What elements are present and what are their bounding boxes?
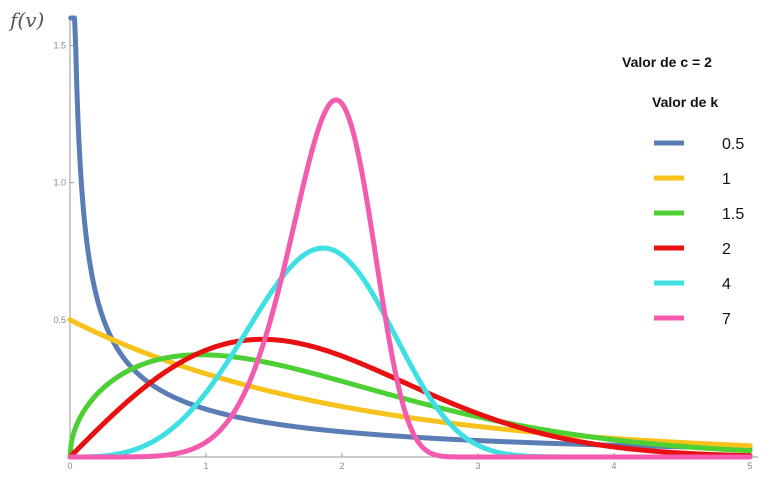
- legend: Valor de c = 2 Valor de k 0.5 1 1.5 2 4 7: [622, 54, 744, 328]
- x-tick-label: 5: [747, 461, 752, 471]
- legend-label: 1: [722, 171, 731, 188]
- series-line-k-7: [67, 97, 753, 460]
- legend-label: 4: [722, 276, 731, 293]
- legend-label: 1.5: [722, 206, 744, 223]
- legend-title-k: Valor de k: [652, 94, 718, 110]
- legend-label: 2: [722, 241, 731, 258]
- x-tick-label: 2: [339, 461, 344, 471]
- y-tick-label: 1.5: [53, 40, 66, 50]
- axes: 0 1 2 3 4 5 0.5 1.0 1.5: [53, 18, 758, 471]
- curves: [67, 15, 753, 460]
- x-tick-label: 0: [67, 461, 72, 471]
- legend-title-c: Valor de c = 2: [622, 54, 712, 70]
- series-line-k-0-5: [68, 15, 753, 451]
- legend-label: 0.5: [722, 136, 744, 153]
- y-axis-label: f(v): [8, 8, 44, 32]
- y-tick-label: 0.5: [53, 315, 66, 325]
- x-tick-label: 3: [475, 461, 480, 471]
- y-tick-label: 1.0: [53, 178, 66, 188]
- series-line-k-1-5: [67, 352, 753, 460]
- legend-label: 7: [722, 311, 731, 328]
- x-tick-label: 4: [611, 461, 616, 471]
- series-line-k-2: [67, 336, 753, 460]
- x-tick-label: 1: [203, 461, 208, 471]
